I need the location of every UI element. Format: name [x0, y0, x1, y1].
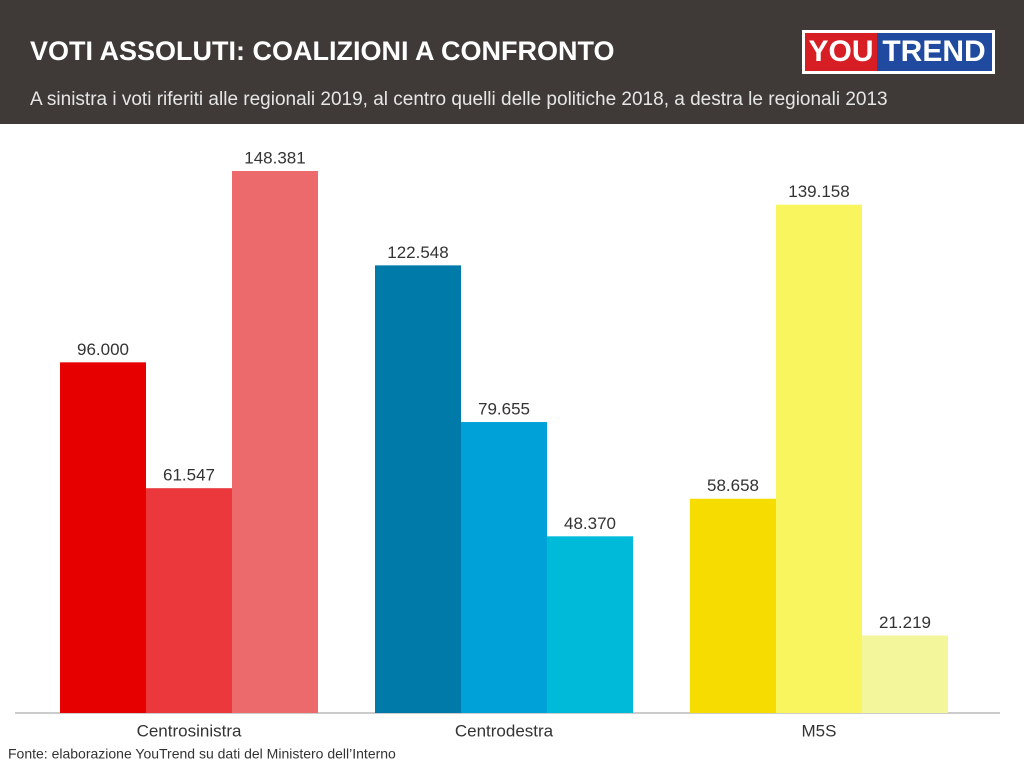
logo: YOU TREND — [802, 30, 995, 74]
bar — [461, 422, 547, 713]
chart-subtitle: A sinistra i voti riferiti alle regional… — [30, 89, 888, 110]
value-label: 148.381 — [244, 148, 305, 167]
source-note: Fonte: elaborazione YouTrend su dati del… — [8, 746, 396, 762]
value-label: 21.219 — [879, 613, 931, 632]
bar — [690, 498, 776, 713]
x-tick-label: Centrosinistra — [137, 721, 242, 740]
bar — [232, 171, 318, 713]
bar — [60, 362, 146, 713]
bar — [375, 265, 461, 713]
logo-text-left: YOU — [808, 35, 873, 68]
value-label: 48.370 — [564, 514, 616, 533]
bar — [547, 536, 633, 713]
value-label: 79.655 — [478, 400, 530, 419]
value-label: 122.548 — [387, 243, 448, 262]
value-label: 139.158 — [788, 182, 849, 201]
value-label: 96.000 — [77, 340, 129, 359]
logo-left-box — [805, 33, 877, 71]
bar — [776, 204, 862, 713]
x-tick-label: M5S — [802, 721, 837, 740]
value-label: 58.658 — [707, 476, 759, 495]
bar — [862, 635, 948, 713]
bar — [146, 488, 232, 713]
value-label: 61.547 — [163, 466, 215, 485]
logo-right-box — [877, 33, 992, 71]
x-tick-label: Centrodestra — [455, 721, 554, 740]
logo-text-right: TREND — [882, 35, 985, 68]
chart-title: VOTI ASSOLUTI: COALIZIONI A CONFRONTO — [30, 36, 614, 66]
